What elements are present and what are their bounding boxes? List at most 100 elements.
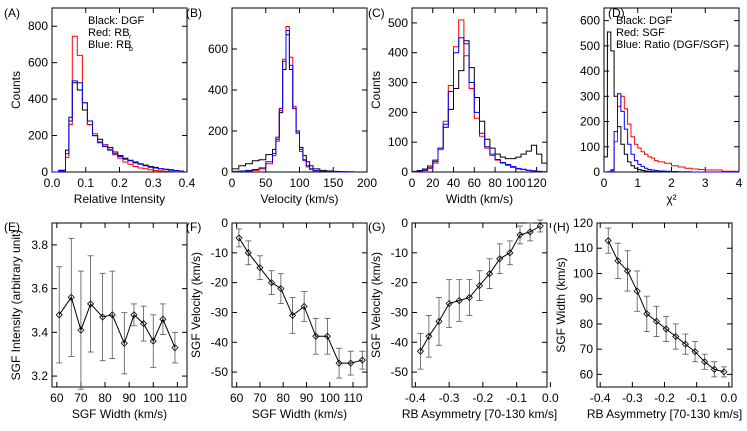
- series-rb-b-line: [231, 30, 354, 173]
- series-line: [238, 237, 363, 364]
- x-axis-label: χ²: [666, 192, 676, 206]
- x-tick-label: 100: [289, 176, 309, 190]
- panel-label: (A): [4, 6, 20, 20]
- data-point-marker: [435, 317, 443, 325]
- y-tick-label: -10: [391, 246, 409, 260]
- x-tick-label: -0.1: [506, 391, 527, 405]
- data-point-marker: [323, 332, 331, 340]
- x-axis-label: RB Asymmetry [70-130 km/s]: [402, 407, 557, 421]
- data-point-marker: [358, 356, 366, 364]
- legend-subscript: b: [129, 46, 133, 53]
- x-tick-label: -0.2: [654, 391, 675, 405]
- x-tick-label: 0: [229, 176, 236, 190]
- panel-label: (C): [368, 6, 385, 20]
- data-point-marker: [486, 270, 494, 278]
- y-tick-label: 100: [573, 266, 593, 280]
- series-line: [607, 240, 725, 373]
- legend-entry: Black: DGF: [88, 15, 145, 27]
- y-tick-label: 3.4: [31, 325, 48, 339]
- data-point-marker: [506, 249, 514, 257]
- panel-label: (E): [4, 220, 20, 234]
- data-point-marker: [300, 302, 308, 311]
- series-line: [58, 296, 176, 348]
- x-tick-label: 110: [343, 391, 362, 405]
- x-tick-label: 0.0: [542, 391, 559, 405]
- data-point-marker: [312, 332, 320, 340]
- data-point-marker: [55, 311, 63, 319]
- series-line: [419, 225, 541, 352]
- x-tick-label: 0.4: [179, 176, 196, 190]
- x-tick-label: 100: [320, 391, 340, 405]
- y-axis-label: SGF Intensity (arbitrary unit): [9, 230, 23, 381]
- data-point-marker: [149, 337, 157, 345]
- y-axis-label: Counts: [369, 71, 383, 109]
- y-tick-label: -40: [391, 335, 409, 349]
- x-tick-label: 70: [74, 391, 88, 405]
- data-point-marker: [268, 279, 276, 287]
- x-tick-label: 0: [409, 176, 416, 190]
- series-rb-r-line: [52, 35, 185, 173]
- plot-frame: [596, 222, 733, 388]
- y-tick-label: 3.6: [31, 282, 48, 296]
- x-axis-label: Width (km/s): [446, 192, 513, 206]
- y-tick-label: 300: [388, 76, 408, 90]
- x-tick-label: -0.2: [473, 391, 494, 405]
- legend-entry: Red: RB: [88, 27, 130, 39]
- y-tick-label: 60: [580, 367, 594, 381]
- x-axis-label: SGF Width (km/s): [72, 407, 167, 421]
- x-tick-label: 150: [323, 176, 343, 190]
- series-rb-r-line: [411, 19, 548, 173]
- y-tick-label: -20: [391, 276, 409, 290]
- x-tick-label: 80: [277, 391, 291, 405]
- y-tick-label: 500: [580, 39, 600, 53]
- y-tick-label: -30: [211, 305, 229, 319]
- x-tick-label: 200: [357, 176, 377, 190]
- data-point-marker: [67, 293, 75, 301]
- data-point-marker: [475, 282, 484, 290]
- x-axis-label: SGF Width (km/s): [252, 407, 347, 421]
- data-point-marker: [633, 287, 641, 295]
- data-point-marker: [425, 332, 433, 340]
- y-tick-label: -10: [211, 246, 229, 260]
- data-point-marker: [465, 293, 473, 302]
- data-point-marker: [130, 311, 138, 319]
- y-tick-label: -50: [211, 365, 229, 379]
- legend-entry: Blue: Ratio (DGF/SGF): [616, 39, 729, 51]
- x-tick-label: 1: [634, 176, 641, 190]
- panel-label: (B): [186, 6, 202, 20]
- y-tick-label: 120: [573, 216, 593, 230]
- panel-label: (H): [553, 220, 570, 234]
- x-tick-label: 0.3: [145, 176, 162, 190]
- y-tick-label: 300: [580, 89, 600, 103]
- data-point-marker: [604, 237, 612, 245]
- y-tick-label: 600: [28, 56, 48, 70]
- plot-frame: [51, 222, 188, 388]
- x-tick-label: 0.2: [111, 176, 128, 190]
- panel-label: (G): [368, 220, 385, 234]
- data-point-marker: [536, 222, 544, 230]
- data-point-marker: [77, 326, 85, 334]
- x-tick-label: 80: [98, 391, 112, 405]
- y-tick-label: 600: [208, 42, 228, 56]
- y-tick-label: -20: [211, 276, 229, 290]
- x-tick-label: -0.3: [439, 391, 460, 405]
- x-axis-label: RB Asymmetry [70-130 km/s]: [587, 407, 742, 421]
- series-sgf-line: [604, 95, 740, 173]
- x-tick-label: 100: [506, 176, 526, 190]
- y-tick-label: 400: [580, 64, 600, 78]
- data-point-marker: [87, 300, 95, 308]
- y-tick-label: 400: [28, 92, 48, 106]
- data-point-marker: [335, 359, 343, 367]
- y-tick-label: 100: [580, 140, 600, 154]
- x-tick-label: 90: [122, 391, 136, 405]
- x-tick-label: 20: [426, 176, 440, 190]
- y-tick-label: 200: [208, 124, 228, 138]
- x-tick-label: 100: [143, 391, 163, 405]
- x-tick-label: 40: [447, 176, 461, 190]
- panel-label: (F): [186, 220, 201, 234]
- data-point-marker: [256, 264, 264, 272]
- panel-e: 60 70 80 90 100 110 3.2 3.4 3.6 3.8 (E) SGF Width (…: [4, 220, 188, 421]
- y-tick-label: 90: [580, 292, 594, 306]
- x-tick-label: 0.0: [720, 391, 737, 405]
- data-point-marker: [643, 310, 651, 318]
